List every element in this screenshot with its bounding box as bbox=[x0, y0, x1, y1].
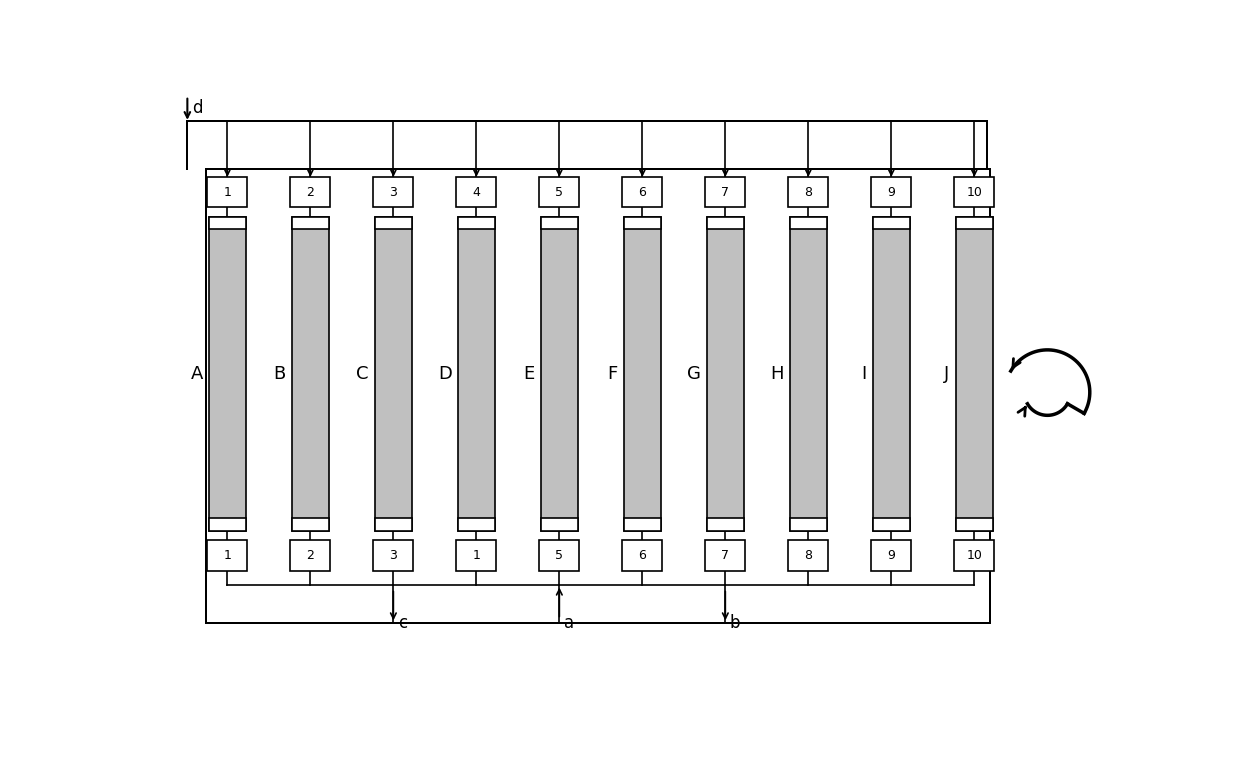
Bar bbox=[539, 177, 579, 208]
Text: 6: 6 bbox=[639, 549, 646, 562]
Text: 10: 10 bbox=[966, 549, 982, 562]
Bar bbox=[458, 217, 495, 531]
Bar bbox=[374, 217, 412, 229]
Text: G: G bbox=[687, 365, 701, 383]
Bar bbox=[873, 519, 910, 531]
Bar bbox=[290, 177, 330, 208]
Bar bbox=[207, 177, 248, 208]
Bar bbox=[458, 519, 495, 531]
Bar bbox=[624, 217, 661, 531]
Bar bbox=[291, 217, 329, 531]
Bar bbox=[955, 177, 994, 208]
Bar bbox=[872, 540, 911, 571]
Text: E: E bbox=[523, 365, 534, 383]
Bar bbox=[873, 217, 910, 531]
Bar bbox=[622, 540, 662, 571]
Bar bbox=[955, 540, 994, 571]
Bar bbox=[706, 177, 745, 208]
Text: A: A bbox=[191, 365, 203, 383]
Bar bbox=[373, 177, 413, 208]
Bar bbox=[541, 519, 578, 531]
Bar bbox=[707, 217, 744, 229]
Text: C: C bbox=[356, 365, 368, 383]
Bar bbox=[456, 540, 496, 571]
Bar bbox=[207, 540, 248, 571]
Text: 6: 6 bbox=[639, 185, 646, 198]
Text: 8: 8 bbox=[805, 185, 812, 198]
Bar bbox=[291, 519, 329, 531]
Bar bbox=[290, 540, 330, 571]
Text: 1: 1 bbox=[223, 185, 232, 198]
Text: J: J bbox=[945, 365, 950, 383]
Text: 5: 5 bbox=[556, 549, 563, 562]
Bar bbox=[790, 217, 827, 229]
Text: 3: 3 bbox=[389, 185, 397, 198]
Bar bbox=[541, 217, 578, 229]
Text: 7: 7 bbox=[722, 549, 729, 562]
Bar bbox=[539, 540, 579, 571]
Bar bbox=[291, 217, 329, 229]
Text: 9: 9 bbox=[888, 185, 895, 198]
Text: B: B bbox=[274, 365, 285, 383]
Bar bbox=[374, 519, 412, 531]
Text: H: H bbox=[770, 365, 784, 383]
Text: 3: 3 bbox=[389, 549, 397, 562]
Text: D: D bbox=[438, 365, 451, 383]
Bar bbox=[373, 540, 413, 571]
Text: a: a bbox=[564, 614, 574, 632]
Bar bbox=[872, 177, 911, 208]
Bar bbox=[956, 217, 993, 229]
Text: d: d bbox=[192, 99, 202, 117]
Text: 9: 9 bbox=[888, 549, 895, 562]
Text: c: c bbox=[398, 614, 407, 632]
Text: 1: 1 bbox=[472, 549, 480, 562]
Bar bbox=[456, 177, 496, 208]
Bar bbox=[541, 217, 578, 531]
Bar bbox=[208, 519, 246, 531]
Bar bbox=[789, 177, 828, 208]
Bar bbox=[458, 217, 495, 229]
Bar bbox=[206, 169, 990, 624]
Bar bbox=[707, 519, 744, 531]
Bar bbox=[956, 519, 993, 531]
Bar bbox=[374, 217, 412, 531]
Text: 2: 2 bbox=[306, 549, 314, 562]
Text: 4: 4 bbox=[472, 185, 480, 198]
Bar bbox=[790, 217, 827, 531]
Bar bbox=[622, 177, 662, 208]
Bar bbox=[789, 540, 828, 571]
Text: 1: 1 bbox=[223, 549, 232, 562]
Text: 7: 7 bbox=[722, 185, 729, 198]
Bar bbox=[790, 519, 827, 531]
Text: b: b bbox=[730, 614, 740, 632]
Bar bbox=[624, 217, 661, 229]
Text: F: F bbox=[608, 365, 618, 383]
Text: 8: 8 bbox=[805, 549, 812, 562]
Bar bbox=[208, 217, 246, 531]
Bar bbox=[873, 217, 910, 229]
Bar bbox=[707, 217, 744, 531]
Text: 2: 2 bbox=[306, 185, 314, 198]
Text: 10: 10 bbox=[966, 185, 982, 198]
Bar bbox=[706, 540, 745, 571]
Bar bbox=[624, 519, 661, 531]
Text: I: I bbox=[862, 365, 867, 383]
Text: 5: 5 bbox=[556, 185, 563, 198]
Bar bbox=[208, 217, 246, 229]
Bar bbox=[956, 217, 993, 531]
